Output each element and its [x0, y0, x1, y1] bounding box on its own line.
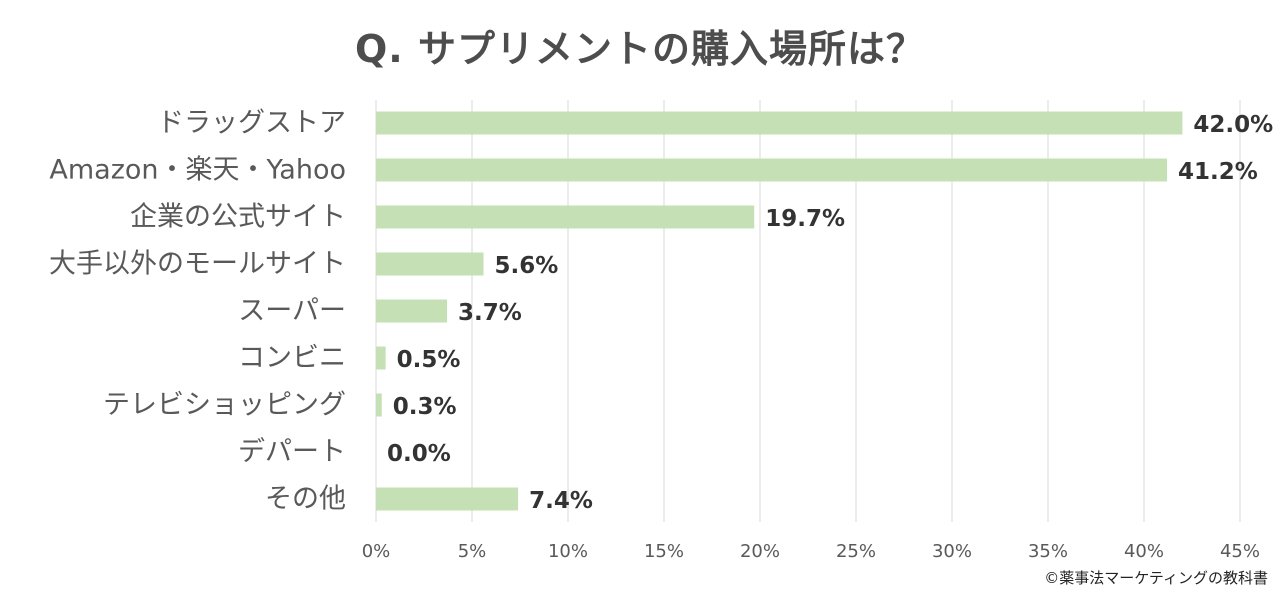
x-tick-label: 30% [932, 541, 972, 562]
category-label: その他 [265, 484, 346, 515]
data-label: 42.0% [1193, 112, 1273, 138]
category-label: デパート [238, 437, 346, 468]
bar [376, 346, 386, 370]
category-labels: ドラッグストア Amazon・楽天・Yahoo 企業の公式サイト大手以外のモールサイ… [49, 108, 346, 515]
data-label: 41.2% [1178, 159, 1258, 185]
x-tick-label: 25% [836, 541, 876, 562]
category-label: テレビショッピング [103, 390, 346, 421]
data-label: 19.7% [765, 206, 845, 232]
category-label: ドラッグストア [157, 108, 346, 139]
category-label: Amazon・楽天・Yahoo [49, 155, 346, 186]
data-label: 3.7% [458, 300, 522, 326]
category-label: 大手以外のモールサイト [49, 249, 346, 280]
x-tick-label: 40% [1124, 541, 1164, 562]
x-tick-label: 20% [740, 541, 780, 562]
data-label: 0.5% [397, 347, 461, 373]
bar [376, 252, 484, 276]
bar [376, 299, 448, 323]
data-labels: 42.0% 41.2% 19.7% 5.6% 3.7% 0.5% 0.3% 0.0% 7.4% [387, 112, 1273, 514]
bar [376, 111, 1183, 135]
bar [376, 487, 519, 511]
data-label: 7.4% [529, 488, 593, 514]
x-axis-tick-labels: 0% 5% 10% 15% 20% 25% 30% 35% 40% 45% [362, 541, 1260, 562]
category-label: 企業の公式サイト [130, 202, 346, 233]
bars [376, 111, 1183, 511]
bar [376, 393, 382, 417]
x-tick-label: 10% [548, 541, 588, 562]
x-tick-label: 15% [644, 541, 684, 562]
bar [376, 205, 755, 229]
bar [376, 158, 1168, 182]
x-tick-label: 45% [1220, 541, 1260, 562]
copyright-credit: ©薬事法マーケティングの教科書 [1044, 569, 1268, 587]
category-label: コンビニ [238, 343, 346, 374]
data-label: 0.0% [387, 441, 451, 467]
x-tick-label: 35% [1028, 541, 1068, 562]
x-tick-label: 5% [458, 541, 487, 562]
data-label: 0.3% [393, 394, 457, 420]
data-label: 5.6% [495, 253, 559, 279]
chart-title: Q. サプリメントの購入場所は？ [355, 27, 925, 71]
x-tick-label: 0% [362, 541, 391, 562]
category-label: スーパー [238, 296, 346, 327]
